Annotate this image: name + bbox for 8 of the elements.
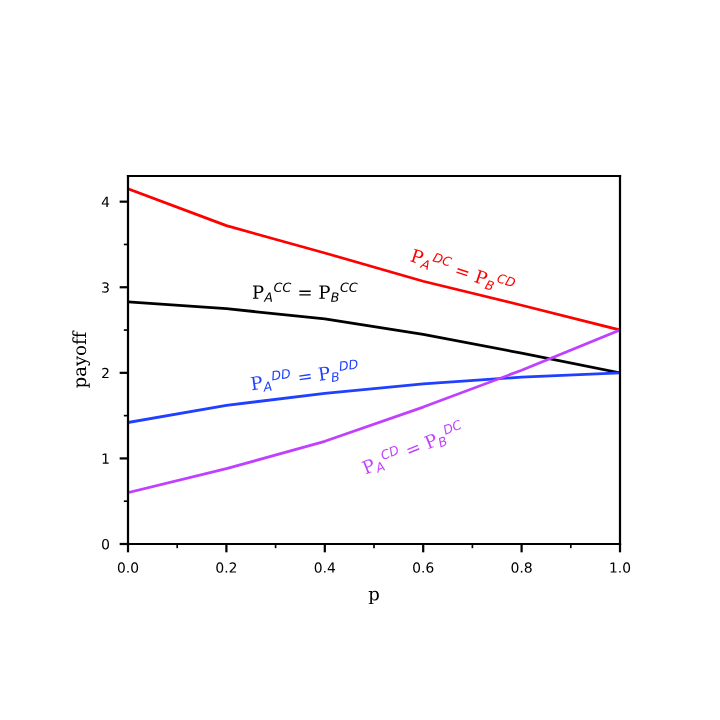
series-label: P$_{A}$$^{CC}$ = P$_{B}$$^{CC}$ — [252, 282, 358, 302]
line-series — [128, 328, 620, 495]
text: P$_{A}$$^{DD}$ = P$_{B}$$^{DD}$ — [250, 359, 360, 394]
text: P$_{A}$$^{DC}$ = P$_{B}$$^{CD}$ — [409, 245, 517, 297]
line-series — [128, 187, 620, 332]
text: P$_{A}$$^{CD}$ = P$_{B}$$^{DC}$ — [360, 419, 467, 478]
y-axis-title: payoff — [72, 330, 90, 388]
x-axis-title: p — [368, 590, 379, 605]
